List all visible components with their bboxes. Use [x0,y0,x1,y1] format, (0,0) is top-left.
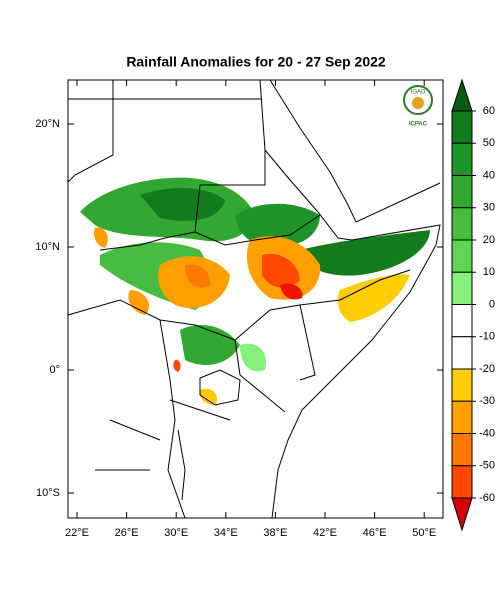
colorbar-box [451,239,473,273]
colorbar-label: 10 [483,266,495,278]
colorbar-label: 0 [489,298,495,310]
colorbar-label: 20 [483,234,495,246]
colorbar-arrow [451,78,473,112]
map-outlines [67,79,441,519]
colorbar-box [451,110,473,144]
colorbar-label: 50 [483,137,495,149]
colorbar-box [451,175,473,209]
colorbar-box [451,304,473,338]
colorbar-box [451,271,473,305]
colorbar-label: 40 [483,169,495,181]
colorbar-box [451,433,473,467]
colorbar-label: -10 [479,331,495,343]
rainfall-field [80,177,430,405]
colorbar-box [451,368,473,402]
colorbar-label: 60 [483,105,495,117]
lat-label: 20°N [35,118,60,130]
colorbar-arrow [451,497,473,532]
colorbar-label: -40 [479,427,495,439]
colorbar-label: -30 [479,395,495,407]
lat-label: 10°N [35,241,60,253]
lat-label: 0° [49,364,60,376]
colorbar-box [451,400,473,434]
colorbar-label: -20 [479,363,495,375]
lon-label: 22°E [65,527,89,539]
colorbar-box [451,465,473,499]
colorbar-label: -50 [479,460,495,472]
lon-label: 34°E [214,527,238,539]
lat-label: 10°S [36,487,60,499]
colorbar-box [451,336,473,370]
lon-label: 30°E [164,527,188,539]
map-frame [67,79,444,519]
logo: IGAD ICPAC [403,85,433,128]
lon-label: 46°E [363,527,387,539]
colorbar-box [451,142,473,176]
colorbar-box [451,207,473,241]
lon-label: 38°E [263,527,287,539]
lon-label: 42°E [313,527,337,539]
lon-label: 26°E [115,527,139,539]
colorbar-label: -60 [479,492,495,504]
colorbar-label: 30 [483,202,495,214]
logo-top: IGAD [411,90,426,96]
lon-label: 50°E [412,527,436,539]
logo-bottom: ICPAC [409,122,428,128]
map-title: Rainfall Anomalies for 20 - 27 Sep 2022 [126,54,386,70]
